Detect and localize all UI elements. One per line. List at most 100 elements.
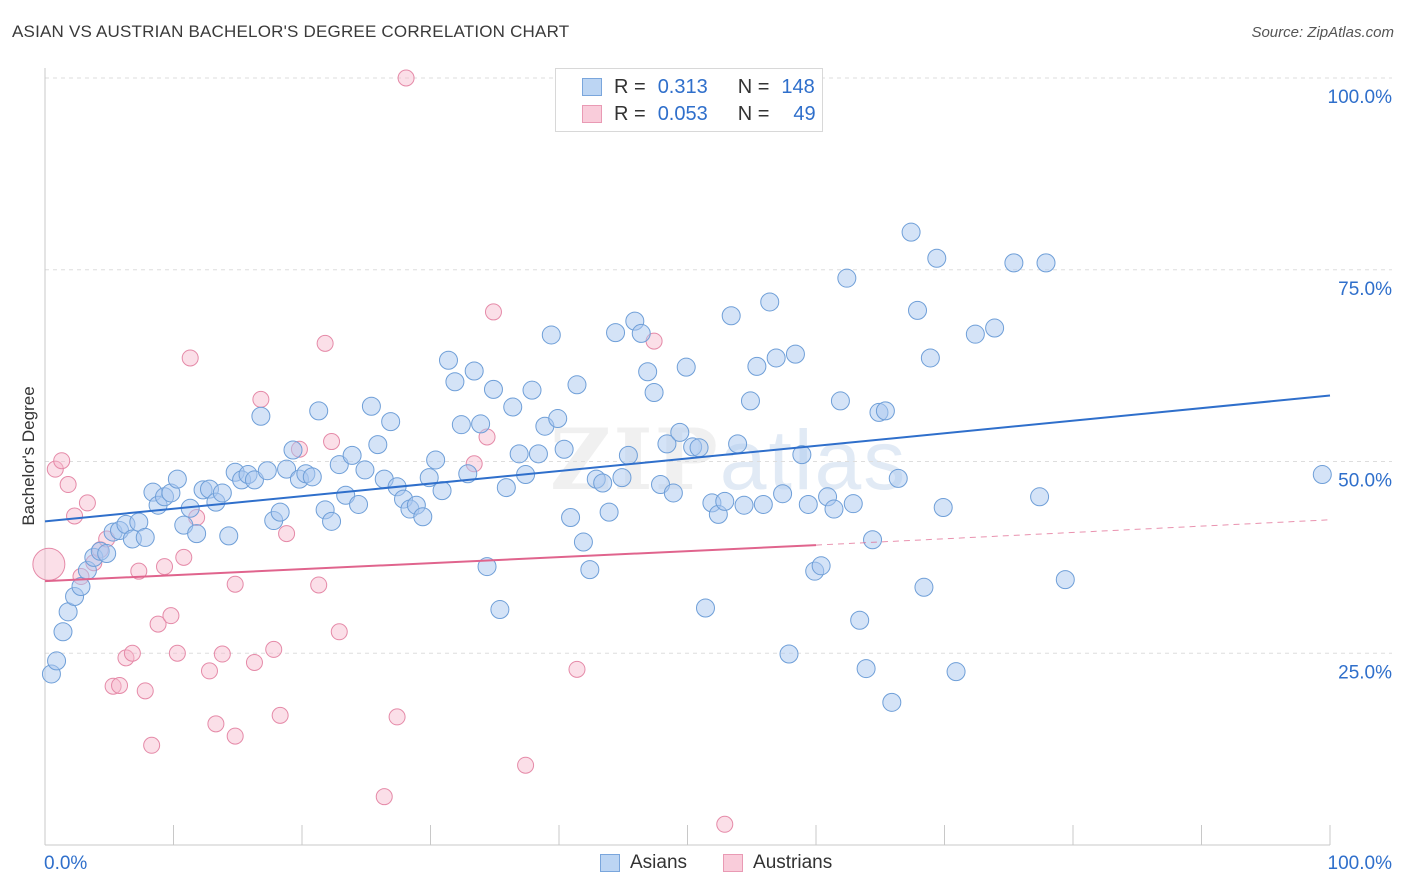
- austrians-point: [59, 476, 77, 494]
- asians-point: [631, 323, 651, 343]
- austrians-point: [375, 788, 393, 806]
- asians-point: [329, 455, 349, 475]
- asians-point: [882, 692, 902, 712]
- asians-point: [503, 397, 523, 417]
- asians-point: [657, 434, 677, 454]
- austrians-point: [397, 69, 415, 87]
- asians-point: [322, 511, 342, 531]
- austrians-point: [310, 576, 328, 594]
- asians-point: [901, 222, 921, 242]
- asians-point: [830, 391, 850, 411]
- austrians-point: [181, 349, 199, 367]
- asians-point: [438, 350, 458, 370]
- r-value: 0.053: [657, 102, 708, 125]
- asians-point: [167, 469, 187, 489]
- asians-swatch: [600, 854, 620, 872]
- chart-title: ASIAN VS AUSTRIAN BACHELOR'S DEGREE CORR…: [12, 22, 570, 41]
- austrians-point: [484, 303, 502, 321]
- axes: [44, 68, 1331, 846]
- watermark: ZIPatlas: [550, 410, 907, 509]
- austrians-point: [66, 507, 84, 525]
- grid-lines: [45, 77, 1392, 654]
- asians-point: [612, 468, 632, 488]
- asians-point: [933, 498, 953, 518]
- asians-point: [451, 415, 471, 435]
- austrians-point: [111, 676, 129, 694]
- n-label: N =: [737, 75, 770, 98]
- austrians-points: [32, 69, 734, 833]
- n-value: 148: [781, 75, 815, 98]
- asians-point: [638, 362, 658, 382]
- asians-point: [212, 483, 232, 503]
- source-attribution: Source: ZipAtlas.com: [1251, 24, 1394, 41]
- asians-point: [760, 292, 780, 312]
- asians-swatch: [582, 78, 602, 96]
- asians-point: [471, 414, 491, 434]
- legend-item-asians[interactable]: Asians: [600, 852, 687, 874]
- legend-item-austrians[interactable]: Austrians: [723, 852, 832, 874]
- asians-point: [599, 502, 619, 522]
- asians-point: [721, 306, 741, 326]
- legend-row-austrians: R = 0.053 N = 49: [582, 102, 816, 126]
- asians-point: [1004, 253, 1024, 273]
- asians-point: [458, 464, 478, 484]
- watermark-atlas: atlas: [719, 413, 908, 507]
- asians-point: [606, 323, 626, 343]
- asians-point: [676, 357, 696, 377]
- asians-point: [283, 440, 303, 460]
- austrians-point: [716, 815, 734, 833]
- r-value: 0.313: [657, 75, 708, 98]
- asians-point: [946, 662, 966, 682]
- asians-point: [509, 444, 529, 464]
- austrians-point: [226, 727, 244, 745]
- asians-point: [747, 356, 767, 376]
- asians-point: [785, 344, 805, 364]
- asians-point: [908, 300, 928, 320]
- asians-point: [135, 527, 155, 547]
- asians-point: [548, 409, 568, 429]
- asians-point: [554, 439, 574, 459]
- asians-point: [187, 524, 207, 544]
- austrians-point: [252, 390, 270, 408]
- austrians-point: [200, 662, 218, 680]
- asians-point: [850, 610, 870, 630]
- asians-trend-line: [44, 394, 1331, 523]
- austrians-point: [323, 433, 341, 451]
- asians-point: [541, 325, 561, 345]
- asians-point: [432, 481, 452, 501]
- n-value: 49: [793, 102, 816, 125]
- asians-point: [766, 348, 786, 368]
- asians-point: [368, 435, 388, 455]
- asians-point: [728, 434, 748, 454]
- asians-point: [1312, 465, 1332, 485]
- asians-point: [302, 467, 322, 487]
- asians-point: [715, 491, 735, 511]
- x-tick-label: 0.0%: [44, 853, 87, 874]
- n-label: N =: [737, 102, 770, 125]
- asians-point: [464, 361, 484, 381]
- asians-point: [824, 499, 844, 519]
- asians-point: [779, 644, 799, 664]
- asians-point: [1055, 570, 1075, 590]
- austrians-point: [78, 494, 96, 512]
- asians-point: [419, 468, 439, 488]
- asians-point: [251, 406, 271, 426]
- austrians-point: [568, 660, 586, 678]
- asians-point: [496, 478, 516, 498]
- asians-point: [71, 577, 91, 597]
- asians-point: [567, 375, 587, 395]
- austrians-point: [130, 562, 148, 580]
- asians-point: [561, 507, 581, 527]
- asians-point: [361, 396, 381, 416]
- asians-point: [663, 483, 683, 503]
- asians-point: [219, 526, 239, 546]
- austrians-point: [162, 607, 180, 625]
- austrians-point: [156, 558, 174, 576]
- asians-point: [914, 577, 934, 597]
- austrians-trend-extension: [815, 519, 1331, 546]
- trend-lines: [44, 394, 1331, 583]
- asians-point: [349, 494, 369, 514]
- austrians-trend-line: [44, 544, 817, 583]
- asians-point: [875, 401, 895, 421]
- asians-point: [920, 348, 940, 368]
